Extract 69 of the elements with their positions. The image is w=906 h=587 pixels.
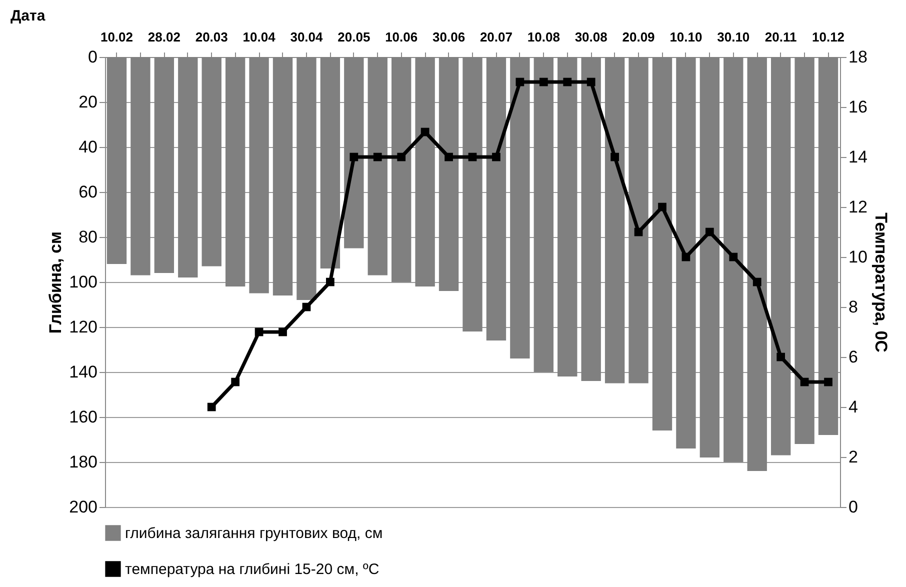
- y2-tick-label: 8: [848, 298, 858, 316]
- y2-tick-label: 16: [848, 98, 868, 116]
- legend-label: температура на глибині 15-20 см, ºС: [125, 561, 380, 578]
- y-axis-title: Глибина, см: [46, 231, 66, 334]
- x-tick-label: 10.02: [100, 30, 134, 44]
- point: [752, 278, 762, 286]
- y-tick-label: 160: [69, 408, 98, 426]
- point: [492, 152, 500, 162]
- x-tick-label: 20.05: [338, 30, 370, 44]
- y-tick-label: 180: [69, 452, 98, 472]
- y-tick-label: 140: [69, 362, 98, 382]
- point: [800, 378, 809, 386]
- y-tick-label: 100: [69, 272, 98, 292]
- y2-tick-label: 14: [848, 148, 868, 166]
- point: [729, 252, 738, 262]
- point: [824, 378, 832, 386]
- x-tick-label: 10.04: [242, 30, 276, 44]
- x-tick-label: 30.08: [574, 30, 608, 44]
- x-tick-label: 10.06: [385, 30, 418, 44]
- x-tick-label: 30.10: [717, 30, 750, 44]
- x-tick-label: 20.07: [480, 30, 512, 44]
- x-tick-label: 20.11: [764, 30, 797, 44]
- x-tick-label: 10.12: [812, 30, 845, 44]
- point: [776, 352, 786, 362]
- y2-tick-label: 12: [848, 198, 868, 216]
- x-axis-title: Дата: [10, 8, 46, 24]
- point: [278, 328, 287, 336]
- x-tick-label: 28.02: [148, 30, 180, 44]
- y2-tick-label: 6: [848, 348, 858, 366]
- x-tick-label: 20.09: [622, 30, 655, 44]
- x-tick-label: 10.10: [670, 30, 702, 44]
- x-tick-label: 30.04: [290, 30, 324, 44]
- y2-tick-label: 0: [848, 498, 858, 516]
- y2-tick-label: 10: [848, 248, 868, 266]
- point: [586, 78, 596, 86]
- point: [610, 152, 619, 162]
- point: [468, 152, 477, 162]
- point: [397, 152, 406, 162]
- x-tick-label: 30.06: [432, 30, 466, 44]
- point: [302, 302, 311, 312]
- x-tick-label: 20.03: [195, 30, 228, 44]
- point: [231, 378, 240, 386]
- point: [634, 228, 643, 236]
- point: [207, 402, 216, 412]
- point: [373, 152, 382, 162]
- point: [350, 152, 358, 162]
- x-tick-label: 10.08: [527, 30, 560, 44]
- point: [516, 78, 524, 86]
- point: [539, 78, 548, 86]
- legend-label: глибина залягання грунтових вод, см: [125, 525, 383, 542]
- y2-tick-label: 2: [848, 448, 858, 466]
- y2-tick-label: 4: [848, 398, 858, 416]
- y-tick-label: 120: [69, 318, 98, 336]
- point: [705, 228, 714, 236]
- point: [254, 328, 264, 336]
- point: [563, 78, 572, 86]
- point: [682, 252, 690, 262]
- y2-axis-title: Температура, 0С: [871, 212, 890, 352]
- point: [420, 128, 430, 136]
- y-tick-label: 200: [69, 498, 98, 516]
- point: [326, 278, 334, 286]
- y2-tick-label: 18: [848, 48, 868, 66]
- y-tick-label: 0: [88, 48, 98, 66]
- y-tick-label: 40: [78, 138, 98, 156]
- point: [658, 202, 666, 212]
- y-tick-label: 80: [78, 228, 98, 246]
- y-tick-label: 20: [78, 92, 98, 112]
- point: [444, 152, 453, 162]
- y-tick-label: 60: [78, 182, 98, 202]
